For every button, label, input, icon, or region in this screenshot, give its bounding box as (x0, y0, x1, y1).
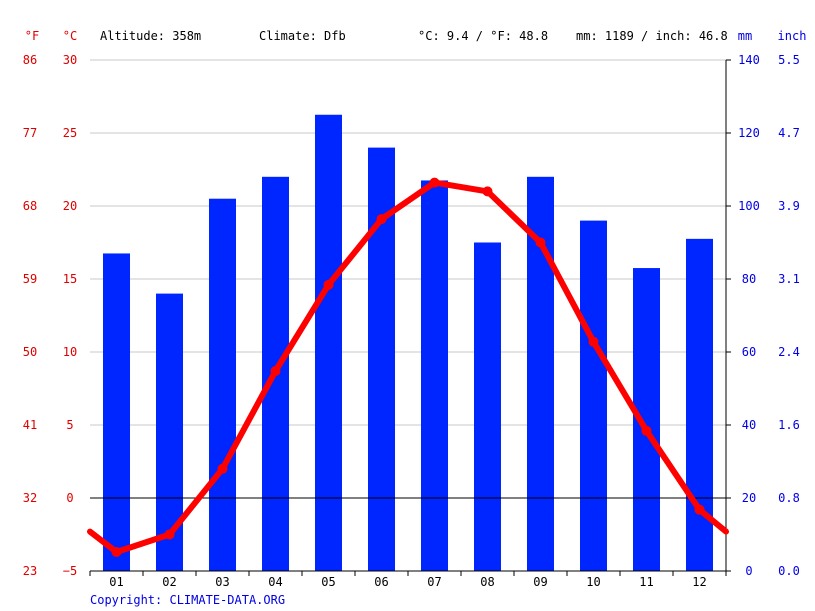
month-tick-label: 10 (586, 575, 600, 589)
month-tick-label: 05 (321, 575, 335, 589)
temperature-point (376, 214, 387, 225)
month-tick-label: 12 (692, 575, 706, 589)
precipitation-bar (315, 114, 342, 571)
mm-tick-label: 100 (738, 199, 760, 213)
mm-tick-label: 140 (738, 53, 760, 67)
celsius-tick-label: 25 (63, 126, 77, 140)
inch-tick-label: 3.9 (778, 199, 800, 213)
temperature-point (482, 186, 493, 197)
precipitation-bar (156, 293, 183, 571)
celsius-tick-label: 5 (66, 418, 73, 432)
precipitation-bar (103, 253, 130, 571)
temperature-point (111, 547, 122, 558)
total-precipitation-label: mm: 1189 / inch: 46.8 (576, 29, 728, 43)
month-tick-label: 01 (109, 575, 123, 589)
temperature-series-line (87, 179, 729, 555)
temperature-point (641, 425, 652, 436)
temperature-point (535, 237, 546, 248)
month-tick-label: 06 (374, 575, 388, 589)
month-tick-label: 11 (639, 575, 653, 589)
inch-tick-label: 0.8 (778, 491, 800, 505)
inch-tick-label: 4.7 (778, 126, 800, 140)
celsius-tick-label: 10 (63, 345, 77, 359)
altitude-label: Altitude: 358m (100, 29, 201, 43)
mm-tick-label: 20 (742, 491, 756, 505)
month-tick-label: 03 (215, 575, 229, 589)
month-tick-label: 04 (268, 575, 282, 589)
climate-label: Climate: Dfb (259, 29, 346, 43)
celsius-tick-label: 30 (63, 53, 77, 67)
copyright-label: Copyright: CLIMATE-DATA.ORG (90, 593, 285, 607)
temperature-point (270, 365, 281, 376)
inch-tick-label: 0.0 (778, 564, 800, 578)
average-temperature-label: °C: 9.4 / °F: 48.8 (418, 29, 548, 43)
celsius-unit-label: °C (63, 29, 77, 43)
gridlines (90, 59, 726, 499)
fahrenheit-tick-label: 23 (23, 564, 37, 578)
inch-tick-label: 1.6 (778, 418, 800, 432)
fahrenheit-tick-label: 50 (23, 345, 37, 359)
fahrenheit-tick-label: 59 (23, 272, 37, 286)
mm-tick-label: 40 (742, 418, 756, 432)
inch-tick-label: 2.4 (778, 345, 800, 359)
precipitation-bar (421, 180, 448, 571)
fahrenheit-tick-label: 77 (23, 126, 37, 140)
month-tick-label: 09 (533, 575, 547, 589)
celsius-tick-label: 20 (63, 199, 77, 213)
month-tick-label: 02 (162, 575, 176, 589)
mm-tick-label: 60 (742, 345, 756, 359)
temperature-line (87, 177, 729, 558)
temperature-point (217, 463, 228, 474)
celsius-tick-label: −5 (63, 564, 77, 578)
inch-tick-label: 5.5 (778, 53, 800, 67)
celsius-tick-label: 15 (63, 272, 77, 286)
month-tick-label: 08 (480, 575, 494, 589)
fahrenheit-unit-label: °F (25, 29, 39, 43)
temperature-point (323, 279, 334, 290)
mm-unit-label: mm (738, 29, 752, 43)
mm-tick-label: 0 (745, 564, 752, 578)
tick-labels: 86 30 140 5.577 25 120 4.768 20 100 3.959 15 80 3.15… (23, 53, 800, 589)
temperature-point (164, 529, 175, 540)
temperature-point (429, 177, 440, 188)
fahrenheit-tick-label: 68 (23, 199, 37, 213)
fahrenheit-tick-label: 86 (23, 53, 37, 67)
precipitation-bar (474, 242, 501, 571)
fahrenheit-tick-label: 41 (23, 418, 37, 432)
inch-unit-label: inch (778, 29, 807, 43)
fahrenheit-tick-label: 32 (23, 491, 37, 505)
celsius-tick-label: 0 (66, 491, 73, 505)
temperature-point (588, 336, 599, 347)
inch-tick-label: 3.1 (778, 272, 800, 286)
mm-tick-label: 120 (738, 126, 760, 140)
month-tick-label: 07 (427, 575, 441, 589)
temperature-point (694, 504, 705, 515)
precipitation-bar (209, 198, 236, 571)
precipitation-bar (580, 220, 607, 571)
mm-tick-label: 80 (742, 272, 756, 286)
